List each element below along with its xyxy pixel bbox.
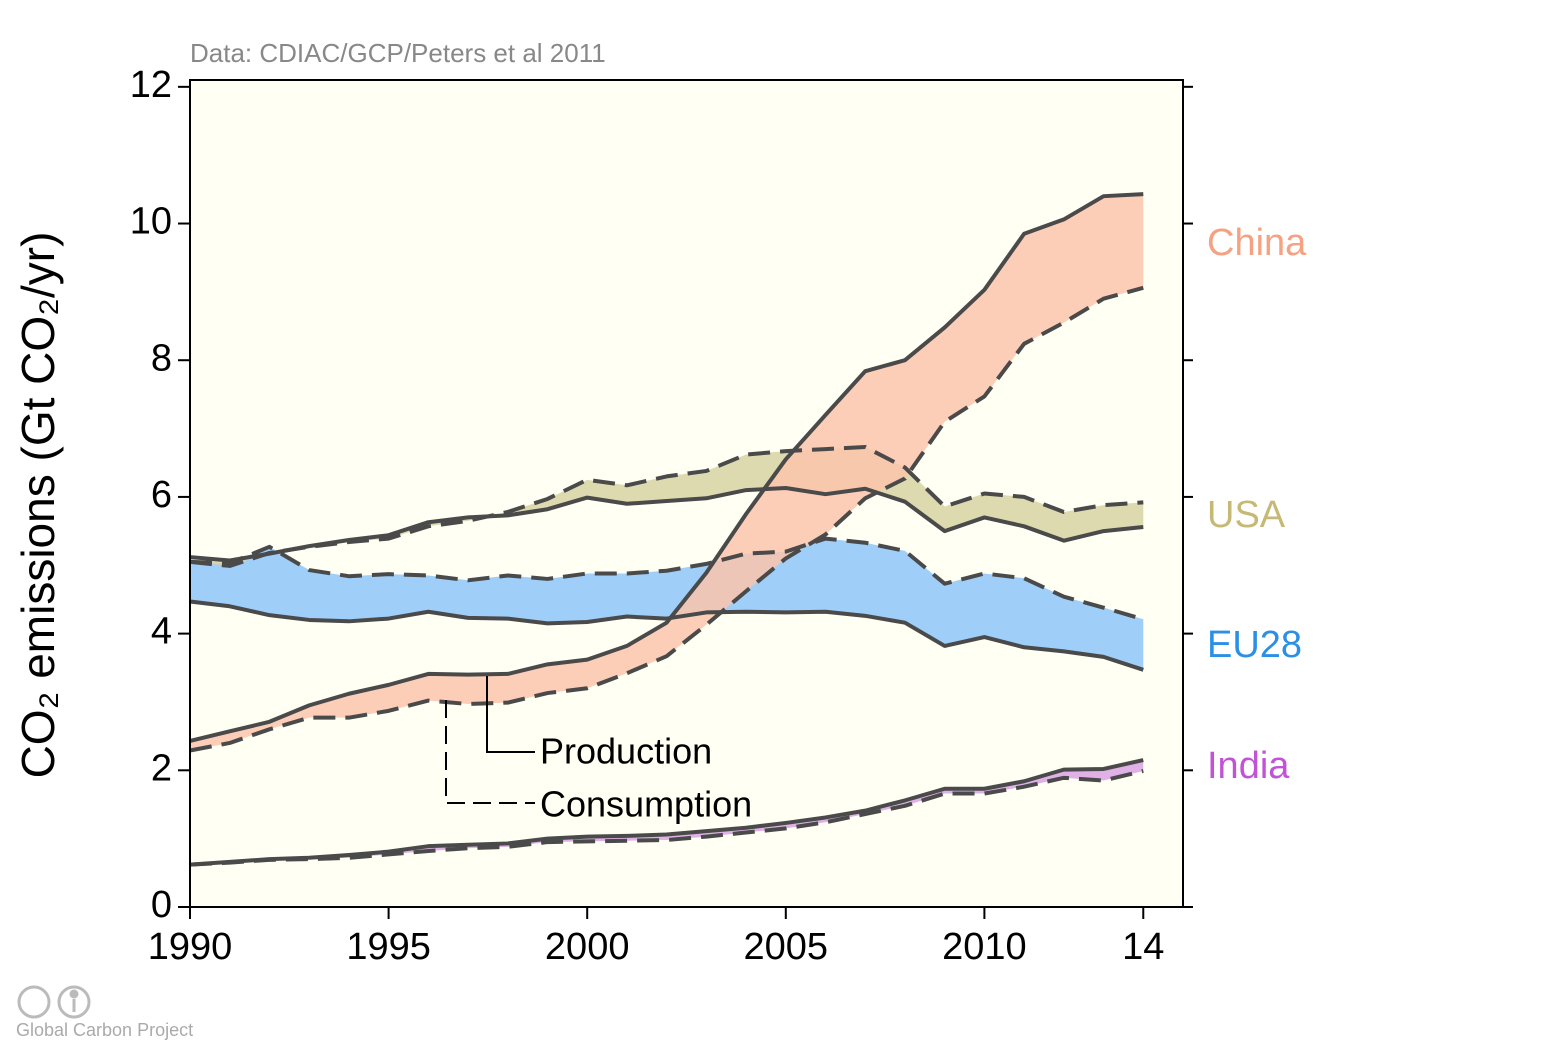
consumption-line <box>189 445 1144 568</box>
x-tick-label: 1995 <box>346 926 431 968</box>
y-tick-label: 0 <box>151 884 172 926</box>
production-line <box>189 192 1144 743</box>
legend-production: Production <box>540 731 712 772</box>
x-tick-label: 14 <box>1122 926 1164 968</box>
production-line <box>189 599 1144 672</box>
x-tick-label: 2010 <box>942 926 1027 968</box>
y-tick-label: 4 <box>151 611 172 653</box>
cc-icons <box>17 985 91 1019</box>
y-tick-label: 12 <box>130 64 172 106</box>
consumption-leader <box>445 700 535 804</box>
production-line <box>189 758 1144 867</box>
footer: Global Carbon Project <box>16 1020 193 1040</box>
production-line <box>189 486 1144 563</box>
y-tick-label: 6 <box>151 474 172 516</box>
y-tick-label: 8 <box>151 337 172 379</box>
y-tick-label: 2 <box>151 747 172 789</box>
series-label: EU28 <box>1207 624 1302 666</box>
y-tick-label: 10 <box>130 201 172 243</box>
band <box>190 538 1144 670</box>
x-tick-label: 1990 <box>148 926 233 968</box>
consumption-line <box>189 285 1144 753</box>
y-axis-title: CO₂ emissions (Gt CO₂/yr) <box>12 232 64 779</box>
series-label: China <box>1207 222 1307 264</box>
production-leader <box>486 676 535 753</box>
band <box>190 194 1144 751</box>
series-label: USA <box>1207 494 1286 536</box>
series-label: India <box>1207 745 1290 787</box>
chart-title: Data: CDIAC/GCP/Peters et al 2011 <box>190 38 606 68</box>
x-tick-label: 2005 <box>744 926 829 968</box>
consumption-line <box>189 536 1144 622</box>
x-tick-label: 2000 <box>545 926 630 968</box>
legend-consumption: Consumption <box>540 784 752 825</box>
plot-frame <box>189 79 1184 908</box>
